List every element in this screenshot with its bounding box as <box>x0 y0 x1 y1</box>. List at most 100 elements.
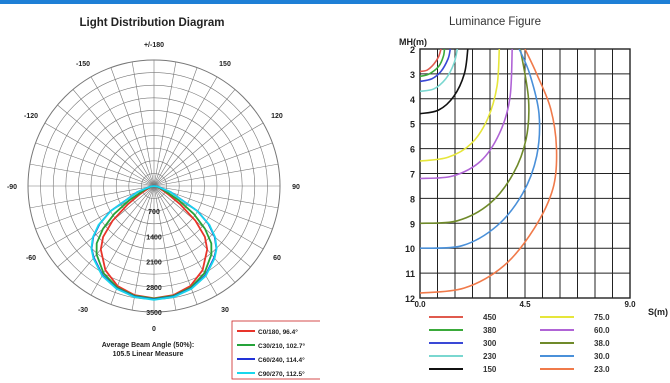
isoline-curve <box>420 49 452 83</box>
polar-spoke <box>110 185 155 305</box>
polar-angle-label: 120 <box>271 113 283 120</box>
x-axis-label: S(m) <box>648 307 668 317</box>
luminance-legend-label: 60.0 <box>594 326 610 335</box>
polar-spoke <box>153 104 251 187</box>
polar-spoke <box>72 185 155 283</box>
polar-angle-label: 90 <box>292 184 300 191</box>
polar-series-line <box>90 185 218 301</box>
polar-legend: C0/180, 96.4° C30/210, 102.7° C60/240, 114… <box>231 320 320 380</box>
isoline-curve <box>420 49 530 225</box>
polar-spoke <box>153 122 264 187</box>
isoline-curve <box>420 49 459 93</box>
x-tick-label: 9.0 <box>624 300 636 309</box>
isoline-curve <box>420 49 541 250</box>
beam-angle-line-2: 105.5 Linear Measure <box>113 351 184 358</box>
polar-spoke <box>110 67 155 187</box>
polar-angle-label: -150 <box>76 61 90 68</box>
polar-series <box>90 185 218 301</box>
y-axis-label: MH(m) <box>399 37 427 47</box>
x-tick-label: 4.5 <box>519 300 531 309</box>
top-accent-bar <box>0 0 670 4</box>
polar-legend-label: C30/210, 102.7° <box>258 342 305 350</box>
polar-legend-label: C60/240, 114.4° <box>258 356 305 364</box>
polar-spoke <box>29 163 155 187</box>
y-tick-label: 4 <box>410 95 415 105</box>
polar-radial-tick: 2800 <box>146 285 162 292</box>
x-tick-label: 0.0 <box>414 300 426 309</box>
luminance-grid <box>419 48 631 299</box>
y-tick-label: 6 <box>410 145 415 155</box>
y-tick-label: 11 <box>405 269 415 279</box>
light-distribution-chart: Light Distribution Diagram 0 30 60 90 120 150… <box>7 17 320 380</box>
isoline-curve <box>420 49 513 180</box>
polar-spoke <box>131 185 155 311</box>
polar-spoke <box>72 89 155 187</box>
luminance-chart: Luminance Figure MH(m) S(m) 2 3 4 5 6 7 8 9 10 11… <box>399 16 668 374</box>
luminance-legend-label: 30.0 <box>594 352 610 361</box>
polar-spoke <box>29 185 155 209</box>
polar-spoke <box>44 122 155 187</box>
polar-angle-label: -90 <box>7 184 17 191</box>
luminance-legend-label: 150 <box>483 365 497 374</box>
isoline-curve <box>420 49 469 115</box>
y-tick-label: 8 <box>410 194 415 204</box>
polar-radial-tick: 1400 <box>146 234 162 241</box>
luminance-legend-label: 380 <box>483 326 497 335</box>
polar-angle-label: 150 <box>219 61 231 68</box>
polar-spoke <box>35 142 155 187</box>
y-tick-label: 9 <box>410 219 415 229</box>
luminance-legend-label: 300 <box>483 339 497 348</box>
isoline-curve <box>420 49 446 78</box>
polar-legend-label: C0/180, 96.4° <box>258 328 298 336</box>
luminance-legend-label: 23.0 <box>594 365 610 374</box>
luminance-legend-label: 450 <box>483 313 497 322</box>
isoline-curve <box>420 49 501 162</box>
polar-radial-tick: 2100 <box>146 260 162 267</box>
polar-legend-label: C90/270, 112.5° <box>258 370 305 378</box>
y-tick-label: 3 <box>410 70 415 80</box>
y-tick-label: 7 <box>410 170 415 180</box>
polar-spoke <box>153 76 218 187</box>
luminance-legend-label: 38.0 <box>594 339 610 348</box>
polar-spoke <box>90 76 155 187</box>
isoline-curve <box>420 49 442 73</box>
polar-spoke <box>153 89 236 187</box>
polar-angle-label: 0 <box>152 326 156 333</box>
polar-spoke <box>57 104 155 187</box>
polar-angle-label: +/-180 <box>144 42 164 49</box>
luminance-title: Luminance Figure <box>449 16 541 28</box>
polar-spoke <box>153 142 273 187</box>
polar-angle-label: -60 <box>26 255 36 262</box>
polar-grid <box>27 59 281 313</box>
polar-radial-ticks: 700 1400 2100 2800 3500 <box>146 209 162 317</box>
polar-angle-label: -120 <box>24 113 38 120</box>
polar-spoke <box>153 61 177 187</box>
polar-spoke <box>153 185 218 296</box>
luminance-ticks: 2 3 4 5 6 7 8 9 10 11 120.0 4.5 9.0 <box>405 45 636 309</box>
polar-angle-labels: 0 30 60 90 120 150 +/-180 -150 -120 -90 -60 -30 <box>7 42 300 333</box>
polar-spoke <box>153 185 236 283</box>
polar-spoke <box>90 185 155 296</box>
polar-radial-tick: 700 <box>148 209 160 216</box>
polar-spoke <box>153 185 198 305</box>
luminance-legend: 450 380 300 230 150 75.0 60.0 38.0 30.0 23.0 <box>429 313 610 374</box>
polar-radial-tick: 3500 <box>146 310 162 317</box>
y-tick-label: 5 <box>410 120 415 130</box>
polar-spoke <box>131 61 155 187</box>
luminance-legend-label: 75.0 <box>594 313 610 322</box>
polar-spoke <box>153 67 198 187</box>
polar-angle-label: 60 <box>273 255 281 262</box>
luminance-legend-label: 230 <box>483 352 497 361</box>
polar-spoke <box>153 185 177 311</box>
polar-angle-label: 30 <box>221 307 229 314</box>
beam-angle-line-1: Average Beam Angle (50%): <box>102 342 194 349</box>
y-tick-label: 10 <box>405 244 415 254</box>
y-tick-label: 2 <box>410 45 415 55</box>
polar-spoke <box>153 163 279 187</box>
luminance-curves <box>420 49 558 294</box>
polar-angle-label: -30 <box>78 307 88 314</box>
isoline-curve <box>420 49 558 294</box>
y-tick-label: 12 <box>405 294 415 304</box>
polar-chart-title: Light Distribution Diagram <box>79 17 224 29</box>
polar-spoke <box>153 185 279 209</box>
